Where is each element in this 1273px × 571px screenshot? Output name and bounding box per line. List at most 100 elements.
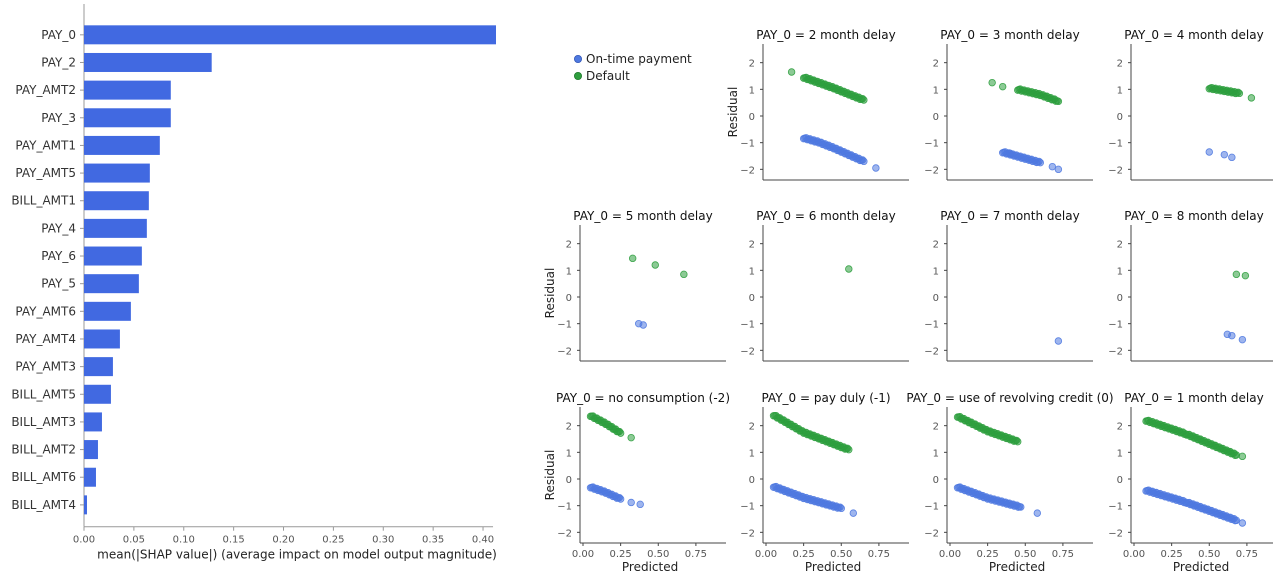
panel-y-tick-label: 0 [1117,112,1123,123]
panel-y-tick-label: −1 [557,502,572,513]
point-default [628,254,637,263]
point-on-time [849,509,858,517]
panel-y-tick-label: 2 [1117,422,1123,433]
residual-scatter-grid: PAY_0 = 2 month delay210−1−2ResidualPAY_… [543,28,1273,571]
point-default [680,270,688,279]
point-default [845,445,853,454]
point-on-time [639,321,647,329]
panel-y-tick-label: 2 [933,422,939,433]
bar-bill-amt6 [84,467,96,487]
panel-x-tick-label: 0.75 [868,549,890,560]
point-on-time [616,495,625,503]
bar-x-tick-label: 0.35 [422,535,444,546]
point-on-time [1054,337,1063,345]
bar-category-label: PAY_AMT5 [15,166,76,180]
scatter-panel: PAY_0 = 8 month delay 2 1 0 −1 −2 [1108,209,1273,362]
panel-y-tick-label: 1 [566,266,572,277]
bar-category-label: BILL_AMT6 [11,470,76,484]
point-on-time [1238,335,1247,344]
panel-y-tick-label: −1 [557,320,572,331]
panel-x-tick-label: 0.75 [685,549,707,560]
legend-label-on-time: On-time payment [586,52,692,66]
panel-y-tick-label: −2 [557,346,572,357]
panel-y-tick-label: 0 [749,112,755,123]
panel-y-tick-label: −1 [1108,139,1123,150]
point-on-time [1228,153,1236,162]
bar-pay-amt4 [84,329,120,349]
panel-x-tick-label: 0.50 [830,549,852,560]
panel-y-tick-label: 0 [1117,293,1123,304]
panel-title: PAY_0 = 2 month delay [756,28,895,42]
panel-y-tick-label: −2 [557,528,572,539]
panel-x-tick-label: 0.00 [939,549,961,560]
panel-y-tick-label: 1 [1117,85,1123,96]
panel-y-tick-label: −1 [924,139,939,150]
scatter-panel: PAY_0 = 3 month delay 2 1 0 −1 −2 [924,28,1093,181]
legend-label-default: Default [586,69,630,83]
panel-y-tick-label: 2 [933,59,939,70]
bar-bill-amt3 [84,412,102,432]
panel-title: PAY_0 = 7 month delay [940,209,1079,223]
point-on-time [1205,148,1213,156]
panel-y-tick-label: 2 [1117,240,1123,251]
bar-category-label: PAY_AMT1 [15,138,76,152]
panel-x-tick-label: 0.75 [1052,549,1074,560]
panel-x-tick-label: 0.25 [1161,549,1183,560]
point-on-time [1048,162,1057,171]
point-default [1232,270,1241,279]
point-default [787,68,796,76]
panel-y-tick-label: −1 [740,320,755,331]
panel-title: PAY_0 = 6 month delay [756,209,895,223]
panel-title: PAY_0 = 8 month delay [1124,209,1263,223]
panel-y-tick-label: −1 [740,139,755,150]
scatter-panel: PAY_0 = 4 month delay 2 1 0 −1 −2 [1108,28,1273,181]
bar-category-label: PAY_0 [41,28,76,42]
bar-pay-3 [84,108,171,128]
panel-y-tick-label: 0 [1117,475,1123,486]
point-default [1014,437,1022,446]
panel-y-tick-label: 0 [933,475,939,486]
point-on-time [837,504,845,513]
panel-x-axis-title: Predicted [1173,560,1229,571]
panel-y-tick-label: −1 [1108,502,1123,513]
bar-bill-amt5 [84,384,111,404]
bar-pay-amt6 [84,301,131,321]
panel-y-tick-label: 1 [933,266,939,277]
point-default [627,433,635,442]
panel-x-axis-title: Predicted [989,560,1045,571]
bar-category-label: PAY_3 [41,111,76,125]
panel-y-tick-label: 1 [933,85,939,96]
point-default [1247,94,1256,102]
panel-y-tick-label: 1 [749,85,755,96]
point-default [1232,451,1241,459]
bar-pay-amt2 [84,80,171,100]
bar-x-tick-label: 0.15 [223,535,245,546]
panel-title: PAY_0 = pay duly (-1) [761,391,890,405]
point-default [616,429,625,437]
panel-x-tick-label: 0.50 [1014,549,1036,560]
panel-y-tick-label: 2 [1117,59,1123,70]
panel-y-tick-label: −2 [924,165,939,176]
point-default [845,265,853,273]
panel-y-tick-label: 1 [933,448,939,459]
panel-x-tick-label: 0.00 [755,549,777,560]
panel-title: PAY_0 = 4 month delay [1124,28,1263,42]
bar-category-label: PAY_AMT2 [15,83,76,97]
panel-y-tick-label: −2 [740,165,755,176]
point-default [998,82,1007,91]
bar-x-axis-title: mean(|SHAP value|) (average impact on mo… [97,548,497,562]
bar-bill-amt4 [84,495,87,515]
bar-pay-amt5 [84,163,150,183]
bar-x-tick-label: 0.10 [173,535,195,546]
point-on-time [636,500,644,509]
scatter-panel: PAY_0 = 6 month delay 2 1 0 −1 −2 [740,209,909,362]
bar-pay-amt1 [84,135,160,155]
bar-category-label: PAY_6 [41,249,76,263]
panel-y-tick-label: 1 [566,448,572,459]
point-default [860,96,868,104]
bar-pay-4 [84,218,147,238]
point-on-time [1220,150,1229,159]
panel-x-tick-label: 0.00 [572,549,594,560]
panel-x-axis-title: Predicted [622,560,678,571]
point-on-time [1017,503,1025,511]
